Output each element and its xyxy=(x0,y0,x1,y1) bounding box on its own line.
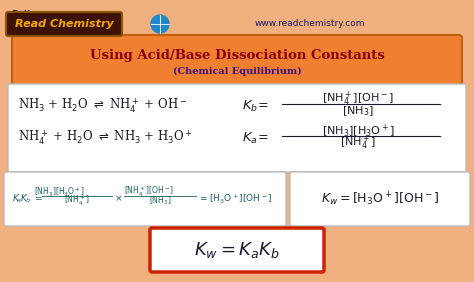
Text: Follow us on:: Follow us on: xyxy=(12,10,79,19)
Text: NH$_4^+$ + H$_2$O $\rightleftharpoons$ NH$_3$ + H$_3$O$^+$: NH$_4^+$ + H$_2$O $\rightleftharpoons$ N… xyxy=(18,129,193,147)
Text: =: = xyxy=(34,195,42,204)
FancyBboxPatch shape xyxy=(150,228,324,272)
Text: $K_w = [\mathrm{H_3O^+}][\mathrm{OH^-}]$: $K_w = [\mathrm{H_3O^+}][\mathrm{OH^-}]$ xyxy=(321,190,439,208)
Text: =: = xyxy=(258,100,269,113)
Text: $K_{\!a}K_{\!b}$: $K_{\!a}K_{\!b}$ xyxy=(12,193,32,205)
FancyBboxPatch shape xyxy=(4,172,286,226)
Text: =: = xyxy=(258,131,269,144)
Circle shape xyxy=(151,15,169,33)
Text: $[\mathrm{NH_3}]$: $[\mathrm{NH_3}]$ xyxy=(342,104,374,118)
Text: $[\mathrm{NH_4^+}][\mathrm{OH^-}]$: $[\mathrm{NH_4^+}][\mathrm{OH^-}]$ xyxy=(322,90,394,108)
FancyBboxPatch shape xyxy=(6,12,122,36)
Text: $[\mathrm{NH_4^+}]$: $[\mathrm{NH_4^+}]$ xyxy=(340,134,376,152)
Text: www.readchemistry.com: www.readchemistry.com xyxy=(255,19,365,28)
Text: $K_w = K_a K_b$: $K_w = K_a K_b$ xyxy=(194,240,280,260)
Text: NH$_3$ + H$_2$O $\rightleftharpoons$ NH$_4^+$ + OH$^-$: NH$_3$ + H$_2$O $\rightleftharpoons$ NH$… xyxy=(18,97,187,115)
Text: Using Acid/Base Dissociation Constants: Using Acid/Base Dissociation Constants xyxy=(90,50,384,63)
Text: (Chemical Equilibrium): (Chemical Equilibrium) xyxy=(173,67,301,76)
FancyBboxPatch shape xyxy=(8,84,466,172)
Text: $K_a$: $K_a$ xyxy=(242,131,258,146)
Text: $\times$: $\times$ xyxy=(114,194,122,204)
Text: Read Chemistry: Read Chemistry xyxy=(15,19,113,29)
Text: $[\mathrm{NH_4^+}]$: $[\mathrm{NH_4^+}]$ xyxy=(64,194,90,208)
Text: $= [\mathrm{H_3O^+}][\mathrm{OH^-}]$: $= [\mathrm{H_3O^+}][\mathrm{OH^-}]$ xyxy=(198,192,273,206)
Text: $[\mathrm{NH_4^+}][\mathrm{OH^-}]$: $[\mathrm{NH_4^+}][\mathrm{OH^-}]$ xyxy=(124,185,174,199)
FancyBboxPatch shape xyxy=(12,35,462,85)
FancyBboxPatch shape xyxy=(290,172,470,226)
Text: $[\mathrm{NH_3}][\mathrm{H_3O^+}]$: $[\mathrm{NH_3}][\mathrm{H_3O^+}]$ xyxy=(34,185,85,199)
Text: $[\mathrm{NH_3}]$: $[\mathrm{NH_3}]$ xyxy=(149,195,171,207)
Text: $[\mathrm{NH_3}][\mathrm{H_3O^+}]$: $[\mathrm{NH_3}][\mathrm{H_3O^+}]$ xyxy=(321,122,394,140)
Text: $K_b$: $K_b$ xyxy=(242,98,258,114)
